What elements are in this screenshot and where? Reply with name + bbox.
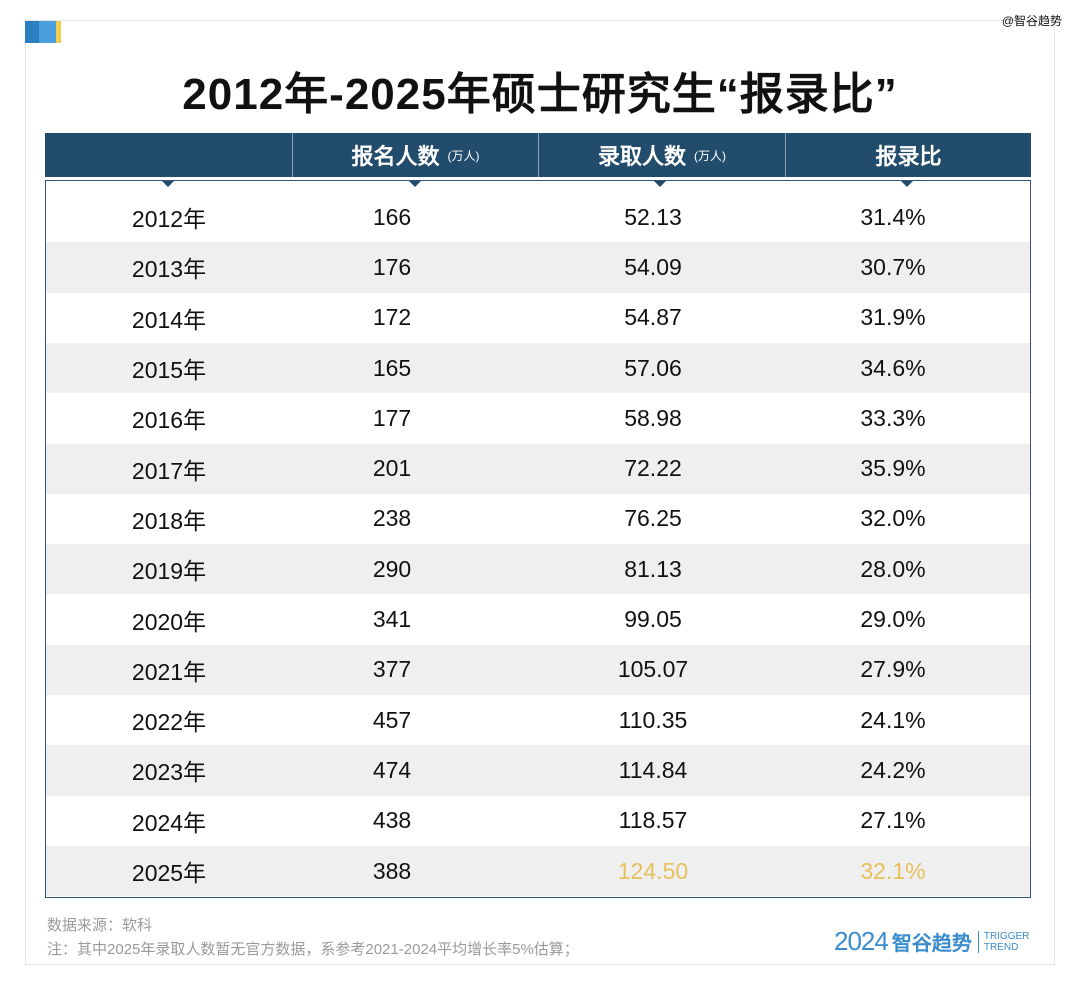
header-label: 录取人数 — [597, 144, 686, 169]
cell-applicants: 176 — [372, 253, 412, 280]
cell-ratio: 33.3% — [860, 404, 926, 431]
table-row: 2021年 377 105.07 27.9% — [46, 644, 1030, 695]
table-body: 2012年 166 52.13 31.4% 2013年 176 54.09 30.7% 2014… — [45, 180, 1031, 898]
cell-applicants: 341 — [372, 606, 412, 633]
cell-year: 2023年 — [131, 759, 207, 786]
arrow-marker — [900, 180, 914, 187]
cell-admitted: 76.25 — [624, 505, 682, 532]
cell-ratio: 28.0% — [860, 555, 926, 582]
cell-admitted: 57.06 — [624, 354, 682, 381]
cell-year: 2020年 — [131, 608, 207, 635]
header-label: 报名人数 — [351, 144, 440, 169]
logo-en-1: TRIGGER — [983, 930, 1030, 942]
source-note: 数据来源：软科 — [47, 917, 153, 934]
cell-applicants: 177 — [372, 404, 412, 431]
cell-applicants: 172 — [372, 304, 412, 331]
cell-applicants: 290 — [372, 555, 412, 582]
cell-ratio: 27.9% — [860, 656, 926, 683]
cell-applicants: 377 — [372, 656, 412, 683]
cell-applicants: 388 — [372, 857, 412, 884]
cell-admitted: 72.22 — [624, 455, 682, 482]
cell-ratio: 34.6% — [860, 354, 926, 381]
cell-year: 2014年 — [131, 306, 207, 333]
table-row: 2017年 201 72.22 35.9% — [46, 443, 1030, 494]
table-row: 2025年 388 124.50 32.1% — [46, 845, 1030, 897]
cell-applicants: 165 — [372, 354, 412, 381]
footnote: 注：其中2025年录取人数暂无官方数据，系参考2021-2024平均增长率5%估… — [47, 941, 579, 958]
cell-year: 2019年 — [131, 558, 207, 585]
cell-admitted: 110.35 — [618, 706, 688, 733]
cell-admitted: 99.05 — [624, 606, 682, 633]
cell-admitted: 81.13 — [624, 555, 682, 582]
header-applicants: 报名人数 (万人) — [292, 133, 538, 177]
logo-en-2: TREND — [983, 941, 1019, 953]
cell-ratio: 30.7% — [860, 253, 926, 280]
cell-year: 2012年 — [131, 206, 207, 233]
table-row: 2022年 457 110.35 24.1% — [46, 695, 1030, 745]
page-title: 2012年-2025年硕士研究生“报录比” — [182, 70, 898, 119]
cell-year: 2016年 — [131, 407, 207, 434]
cell-year: 2013年 — [131, 256, 207, 283]
cell-year: 2015年 — [131, 357, 207, 384]
arrow-marker — [161, 180, 175, 187]
table-row: 2015年 165 57.06 34.6% — [46, 342, 1030, 394]
brand-logo: 2024 智谷趋势 TRIGGER TREND — [834, 926, 1029, 957]
cell-admitted: 54.09 — [624, 253, 682, 280]
table-row: 2014年 172 54.87 31.9% — [46, 293, 1030, 343]
table-row: 2018年 238 76.25 32.0% — [46, 494, 1030, 544]
cell-applicants: 457 — [372, 706, 412, 733]
cell-applicants: 238 — [372, 505, 412, 532]
cell-ratio: 27.1% — [860, 807, 926, 834]
watermark: @智谷趋势 — [1001, 14, 1062, 28]
cell-year: 2021年 — [131, 658, 207, 685]
logo-year: 2024 — [834, 926, 889, 956]
table-row: 2012年 166 52.13 31.4% — [46, 192, 1030, 242]
cell-ratio: 31.4% — [860, 203, 926, 230]
cell-ratio: 32.1% — [860, 857, 926, 884]
cell-year: 2018年 — [131, 507, 207, 534]
cell-ratio: 29.0% — [860, 606, 926, 633]
header-admitted: 录取人数 (万人) — [538, 133, 785, 177]
cell-admitted: 124.50 — [617, 857, 689, 884]
table-row: 2013年 176 54.09 30.7% — [46, 242, 1030, 293]
table-row: 2016年 177 58.98 33.3% — [46, 393, 1030, 443]
cell-admitted: 105.07 — [617, 656, 689, 683]
cell-ratio: 24.2% — [860, 756, 926, 783]
cell-year: 2024年 — [131, 809, 207, 836]
cell-admitted: 52.13 — [624, 203, 682, 230]
cell-admitted: 58.98 — [624, 404, 682, 431]
logo-name: 智谷趋势 — [891, 933, 972, 955]
header-year — [45, 133, 292, 177]
cell-ratio: 24.1% — [860, 706, 926, 733]
arrow-marker — [408, 180, 422, 187]
arrow-marker — [653, 180, 667, 187]
cell-admitted: 54.87 — [624, 304, 682, 331]
table-row: 2019年 290 81.13 28.0% — [46, 544, 1030, 595]
header-unit: (万人) — [447, 148, 480, 163]
cell-ratio: 35.9% — [860, 455, 926, 482]
table-row: 2020年 341 99.05 29.0% — [46, 594, 1030, 644]
cell-applicants: 201 — [372, 455, 412, 482]
header-unit: (万人) — [694, 148, 726, 163]
header-ratio: 报录比 — [785, 133, 1031, 177]
cell-applicants: 438 — [372, 807, 412, 834]
cell-applicants: 166 — [372, 203, 412, 230]
cell-year: 2022年 — [131, 709, 207, 736]
cell-applicants: 474 — [372, 756, 412, 783]
cell-ratio: 31.9% — [860, 304, 926, 331]
corner-decoration — [25, 21, 61, 43]
header-label: 报录比 — [875, 144, 942, 169]
table-row: 2023年 474 114.84 24.2% — [46, 745, 1030, 796]
cell-year: 2017年 — [131, 457, 207, 484]
logo-en: TRIGGER TREND — [977, 930, 1030, 953]
cell-year: 2025年 — [131, 860, 207, 887]
cell-admitted: 114.84 — [618, 756, 688, 783]
table-header: 报名人数 (万人) 录取人数 (万人) 报录比 — [45, 133, 1031, 177]
cell-admitted: 118.57 — [618, 807, 688, 834]
table-row: 2024年 438 118.57 27.1% — [46, 796, 1030, 846]
cell-ratio: 32.0% — [860, 505, 926, 532]
